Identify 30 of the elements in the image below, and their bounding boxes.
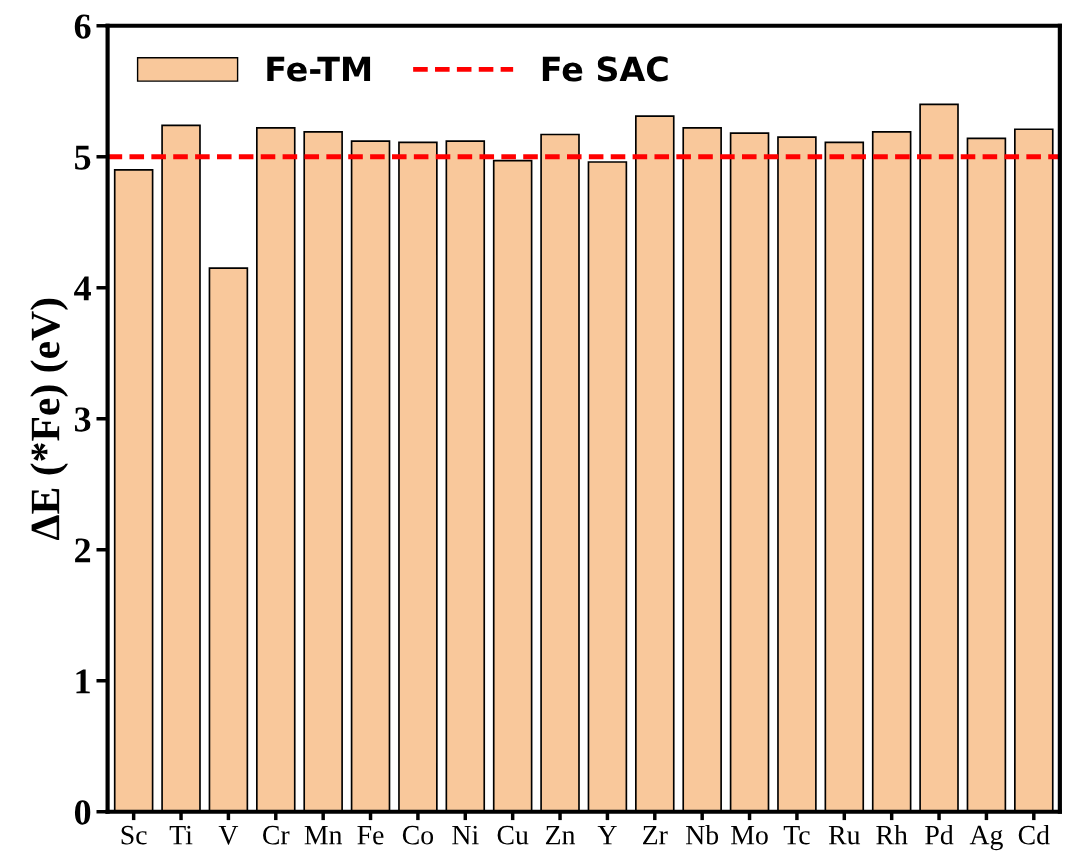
x-tick-label: Sc: [121, 825, 147, 845]
y-tick-label: 6: [74, 14, 91, 39]
x-tick-label: Rh: [876, 824, 908, 845]
x-tick-label: Cu: [497, 825, 529, 845]
y-tick-label: 0: [74, 800, 91, 825]
x-tick-label: Ni: [452, 825, 479, 845]
x-tick-label: Pd: [925, 824, 954, 845]
x-tick-label: Cr: [263, 825, 290, 845]
y-tick-label: 3: [74, 407, 91, 432]
y-tick-label: 4: [74, 276, 91, 301]
x-tick-label: Cd: [1018, 824, 1050, 845]
x-tick-label: Ag: [969, 825, 1003, 851]
y-axis-title: ΔE (*Fe) (eV): [30, 298, 69, 540]
x-tick-label: Ru: [828, 826, 861, 845]
x-tick-label: Mo: [731, 826, 768, 845]
y-tick-label: 1: [76, 669, 90, 694]
legend-label: Fe SAC: [542, 56, 668, 82]
y-tick-label: 5: [75, 145, 91, 170]
x-tick-label: Mn: [304, 826, 343, 845]
x-tick-label: Fe: [357, 826, 384, 845]
y-tick-label: 2: [75, 538, 91, 563]
x-tick-label: Ti: [169, 825, 193, 845]
legend-label: Fe-TM: [267, 56, 371, 82]
x-tick-label: Y: [597, 826, 617, 845]
x-tick-label: Zr: [643, 826, 668, 845]
x-tick-label: Tc: [783, 826, 810, 845]
x-tick-label: Zn: [545, 826, 576, 845]
x-tick-label: Nb: [685, 824, 719, 845]
x-tick-label: V: [218, 826, 239, 845]
x-tick-label: Co: [402, 825, 434, 845]
